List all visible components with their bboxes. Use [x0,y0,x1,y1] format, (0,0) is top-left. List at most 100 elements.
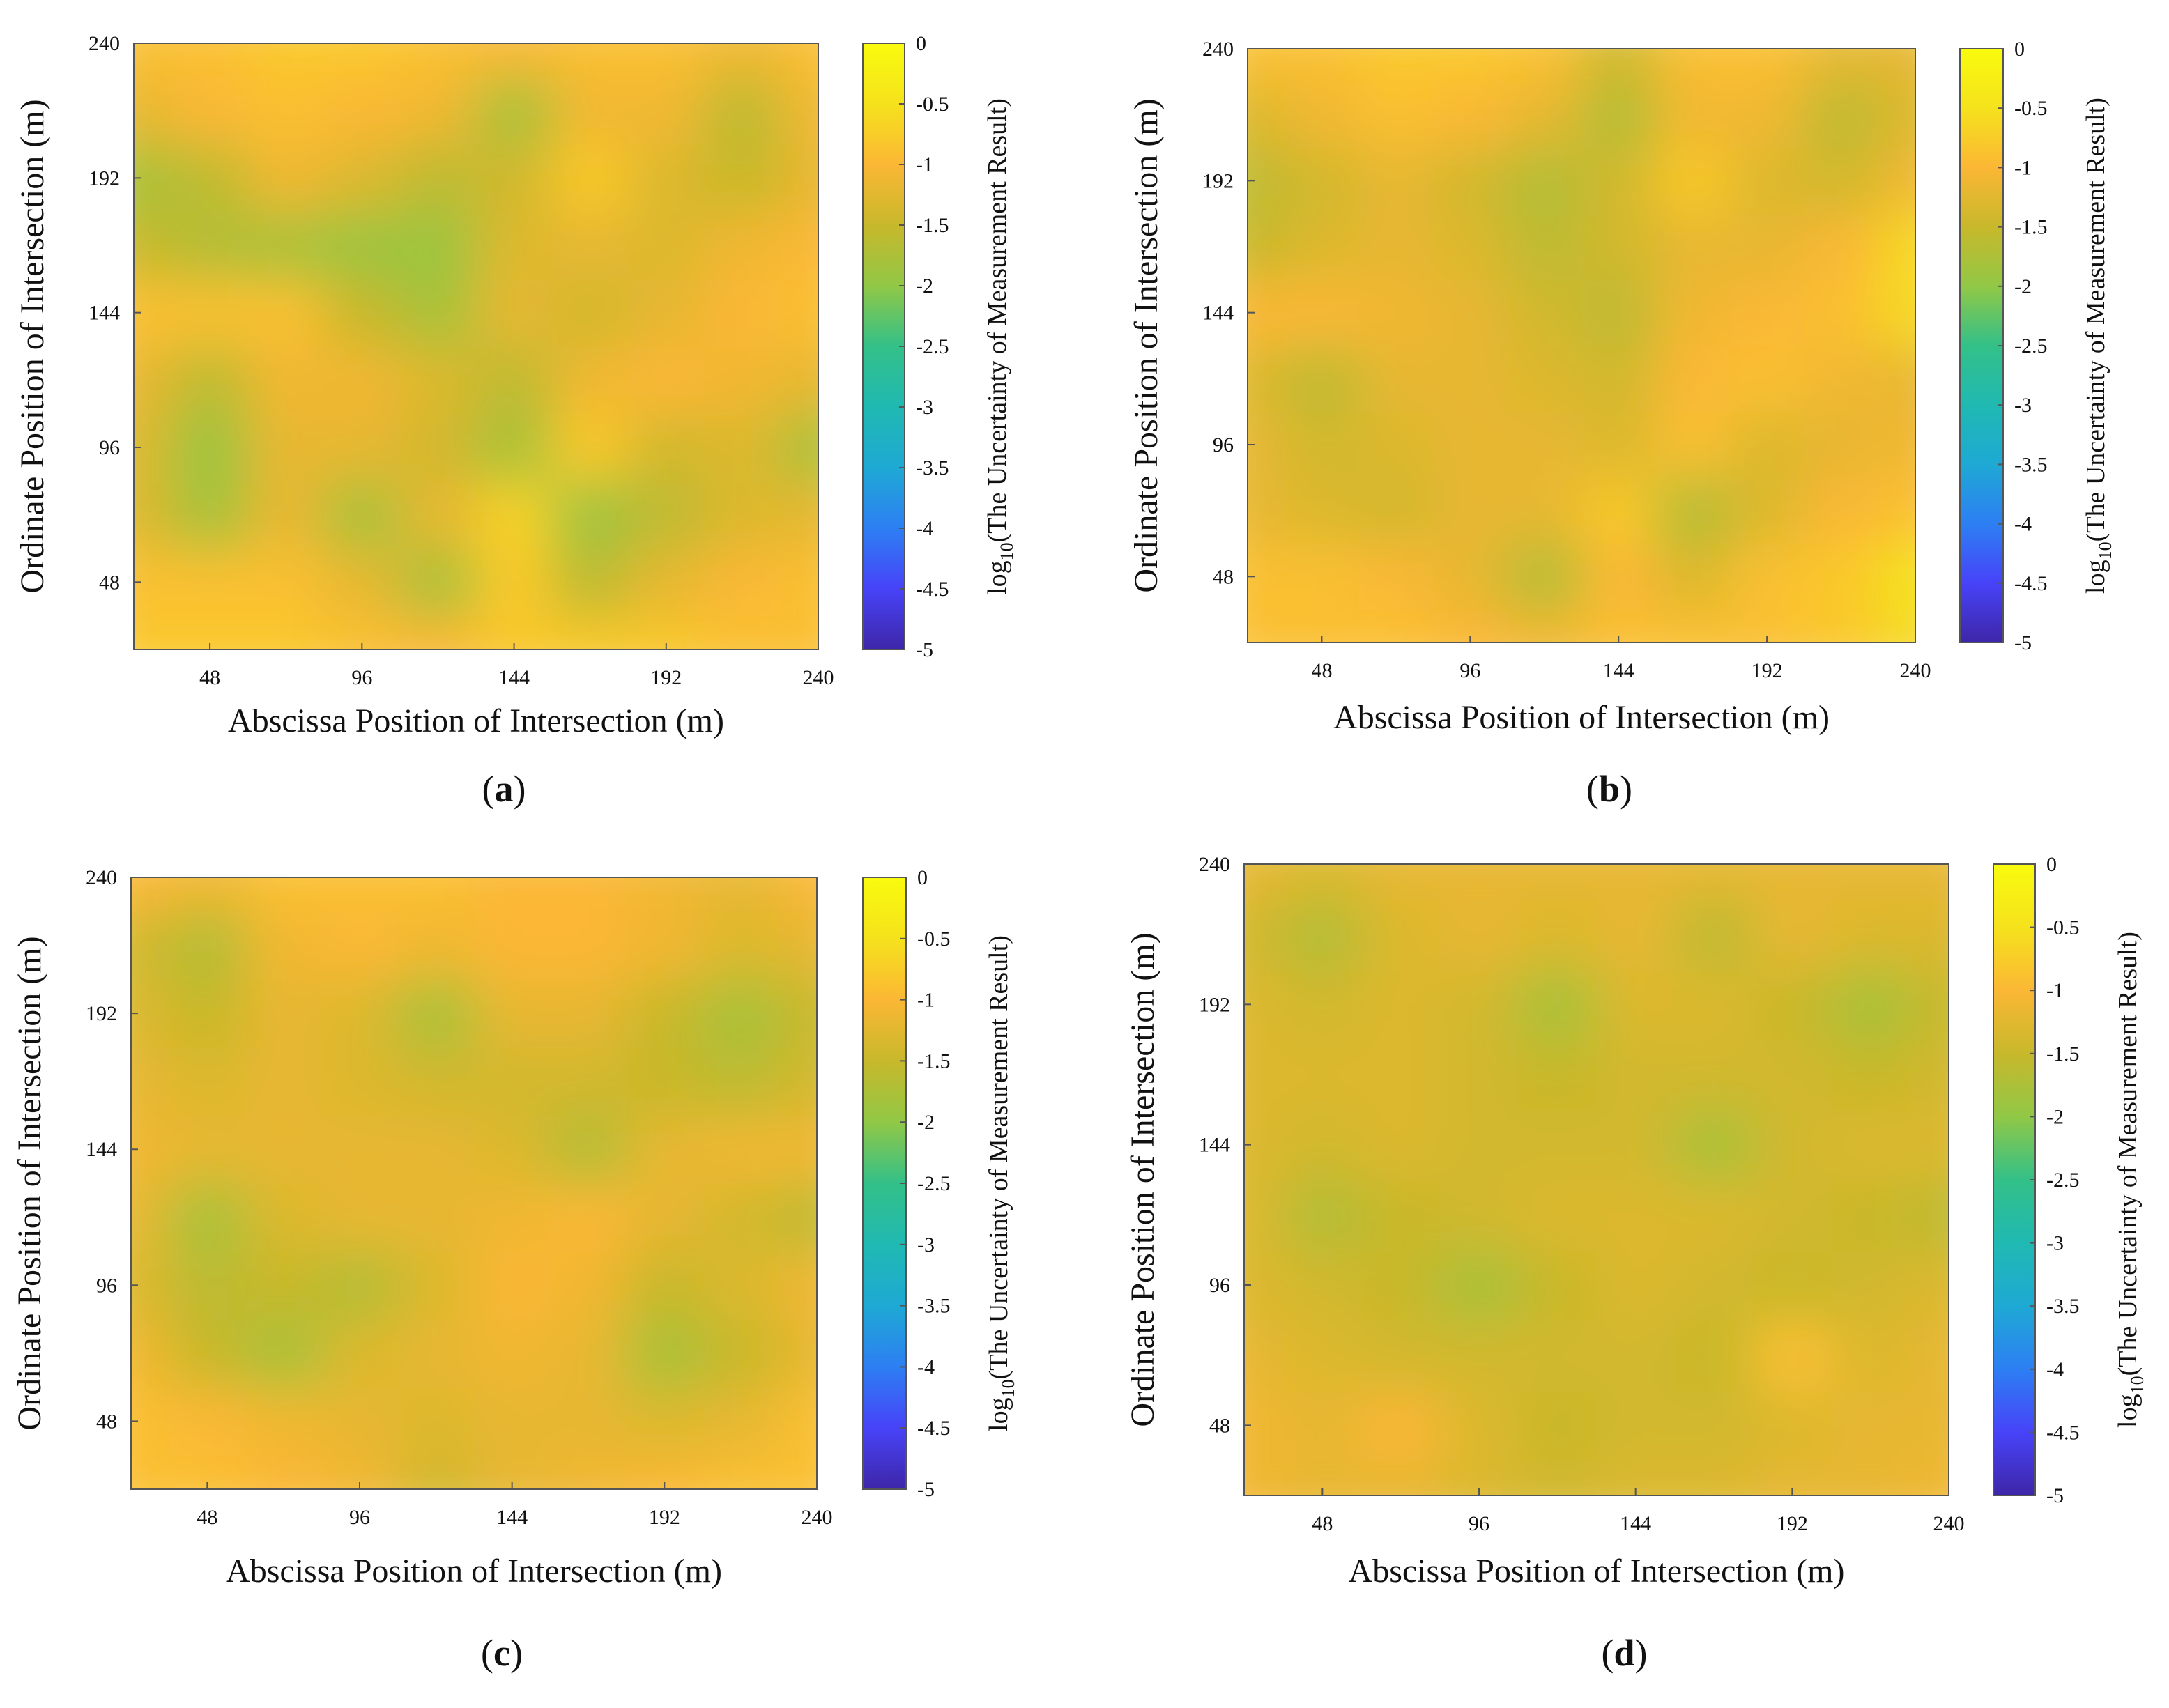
heatmap-cell [474,979,551,1048]
heatmap-cell [1361,899,1441,970]
heatmap-cell [399,413,477,482]
heatmap-cell [1285,49,1360,83]
heatmap-cell [704,43,781,78]
colorbar-tick-label: -1 [916,153,933,176]
heatmap-cell [703,1115,780,1184]
heatmap-cell [1804,148,1879,215]
panel-label: (d) [1601,1632,1647,1674]
heatmap-cell [552,615,629,649]
colorbar-tick-label: -3 [2014,394,2032,417]
heatmap-cell [134,77,173,145]
heatmap-cell [131,1319,170,1388]
heatmap-cell [1729,82,1805,148]
heatmap-cell [628,346,705,415]
heatmap-cell [1283,899,1363,970]
heatmap-cell [397,877,475,912]
heatmap-cell [1283,1109,1363,1180]
heatmap-cell [552,279,629,347]
panel-a: 48 96 144 192 240 48 96 144 192 240 Abscissa Posit… [14,32,1017,810]
heatmap-cell [1596,1249,1676,1321]
heatmap-cell [399,43,477,78]
heatmap-cell [552,211,629,280]
colorbar [1959,48,2004,643]
heatmap-cell [550,1387,627,1456]
x-axis-label: Abscissa Position of Intersection (m) [1349,1553,1845,1590]
heatmap-cell [247,413,325,482]
x-tick-label: 48 [1312,1512,1333,1535]
heatmap-cell [1248,609,1286,643]
heatmap-cell [247,615,325,649]
heatmap-cell [1244,1320,1285,1391]
y-tick-label: 192 [86,1002,117,1025]
colorbar-tick-label: -3 [916,396,933,419]
heatmap-cell [399,481,477,549]
heatmap-cell [1361,1460,1441,1495]
panel-b: 48 96 144 192 240 48 96 144 192 240 Abscissa Posit… [1128,38,2115,810]
heatmap-cell [1831,1390,1910,1461]
heatmap-cell [245,1319,323,1388]
heatmap-cell [1674,1109,1754,1180]
colorbar-tick-label: -4 [2014,513,2032,536]
heatmap-cell [628,77,705,145]
heatmap-cell [552,548,629,617]
heatmap-cell [1518,1320,1597,1391]
heatmap-cell [780,481,818,549]
heatmap-cell [1909,1039,1949,1111]
colorbar-label: log10(The Uncertainty of Measurement Res… [2081,98,2115,594]
x-tick-label: 96 [351,666,372,689]
heatmap-cell [1596,1180,1676,1251]
heatmap-cell [626,1183,703,1252]
x-axis-label: Abscissa Position of Intersection (m) [228,702,724,739]
heatmap-cell [1804,411,1879,479]
heatmap-cell [321,1251,399,1321]
heatmap-cell [476,144,553,213]
heatmap-cell [1285,544,1360,610]
colorbar-tick-label: -3.5 [2046,1295,2080,1318]
heatmap-cell [476,211,553,280]
heatmap-cell [1831,864,1910,900]
heatmap-cell [1361,1109,1441,1180]
colorbar-tick-label: -2 [916,275,933,298]
colorbar-tick-label: -4.5 [917,1417,951,1440]
heatmap-cell [169,911,246,980]
heatmap-cell [628,211,705,280]
heatmap-cell [1581,346,1657,413]
heatmap-cell [1361,969,1441,1040]
heatmap-cell [1507,411,1582,479]
heatmap-cell [1244,864,1285,900]
colorbar-tick-label: -2 [917,1111,935,1134]
heatmap-cell [247,481,325,549]
heatmap-cell [779,877,817,912]
heatmap-cell [245,911,323,980]
heatmap-cell [247,144,325,213]
heatmap-cell [245,1183,323,1252]
heatmap-cell [1909,1390,1949,1461]
heatmap-cell [779,1455,817,1489]
heatmap-cell [779,1387,817,1456]
heatmap-cell [1358,477,1434,544]
heatmap-cell [1909,1320,1949,1391]
heatmap-cell [704,481,781,549]
heatmap-cell [1433,477,1508,544]
x-tick-label: 192 [1777,1512,1808,1535]
heatmap-cell [1878,49,1915,83]
y-tick-label: 144 [89,302,120,325]
colorbar-tick-label: -1.5 [2014,216,2048,239]
heatmap-cell [321,1115,399,1184]
heatmap-cell [1909,1109,1949,1180]
heatmap-cell [628,548,705,617]
heatmap-cell [1433,544,1508,610]
heatmap-cell [780,211,818,280]
heatmap-cell [780,279,818,347]
heatmap-cell [550,979,627,1048]
heatmap-cell [1283,969,1363,1040]
heatmap-cell [245,979,323,1048]
heatmap-cell [1878,411,1915,479]
heatmap-cell [1909,899,1949,970]
heatmap-cell [1753,1249,1832,1321]
heatmap-cell [1283,1390,1363,1461]
heatmap-cell [626,877,703,912]
heatmap-cell [1361,1390,1441,1461]
heatmap-cell [1244,1039,1285,1111]
heatmap-cell [1358,411,1434,479]
